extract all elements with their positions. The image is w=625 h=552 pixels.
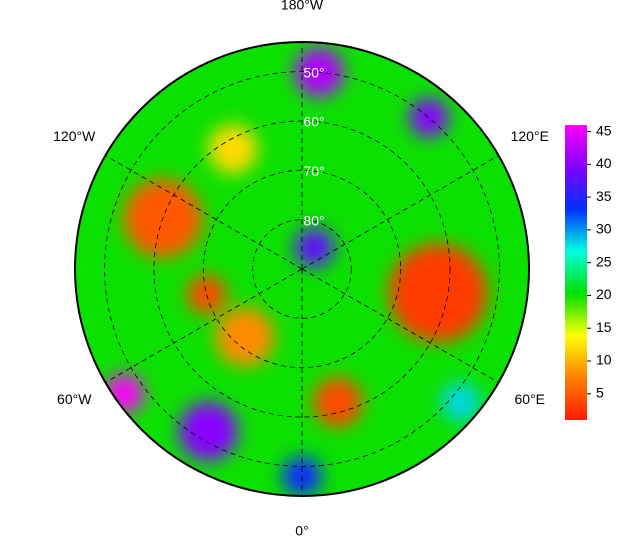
field-cell: [388, 243, 488, 343]
field-cell: [178, 401, 238, 462]
lon-label: 120°W: [53, 128, 96, 144]
field-cell: [104, 373, 144, 414]
graticule: [104, 42, 500, 496]
lat-label: 50°: [303, 64, 324, 80]
field-cell: [215, 307, 275, 367]
lon-label: 120°E: [511, 128, 549, 144]
lon-label: 180°W: [281, 0, 324, 13]
meridian: [105, 268, 303, 383]
field-cell: [441, 382, 481, 422]
lon-label: 0°: [295, 523, 308, 539]
lat-label: 60°: [303, 114, 324, 130]
colorbar-tick-label: 25: [596, 253, 612, 269]
meridian: [301, 268, 499, 383]
lon-label: 60°W: [57, 391, 92, 407]
parallel: [252, 219, 352, 319]
colorbar-tick-label: 40: [596, 155, 612, 171]
field-cell: [208, 124, 258, 175]
colorbar-tick-label: 5: [596, 384, 604, 400]
meridian: [105, 155, 303, 270]
lon-label: 60°E: [515, 391, 546, 407]
field-cell: [409, 98, 449, 138]
meridian: [301, 155, 499, 270]
parallel: [104, 71, 500, 467]
lat-label: 70°: [303, 163, 324, 179]
field-cell: [313, 377, 363, 428]
parallel: [202, 169, 402, 369]
field-cell: [294, 227, 335, 268]
colorbar-tick-label: 20: [596, 286, 612, 302]
lat-label: 80°: [303, 212, 324, 228]
colorbar-tick-label: 30: [596, 221, 612, 237]
colorbar: [565, 125, 587, 420]
colorbar-tick-label: 10: [596, 352, 612, 368]
colorbar-tick-label: 35: [596, 188, 612, 204]
colorbar-tick-label: 45: [596, 122, 612, 138]
map-boundary: [74, 41, 530, 497]
colorbar-tick-label: 15: [596, 319, 612, 335]
